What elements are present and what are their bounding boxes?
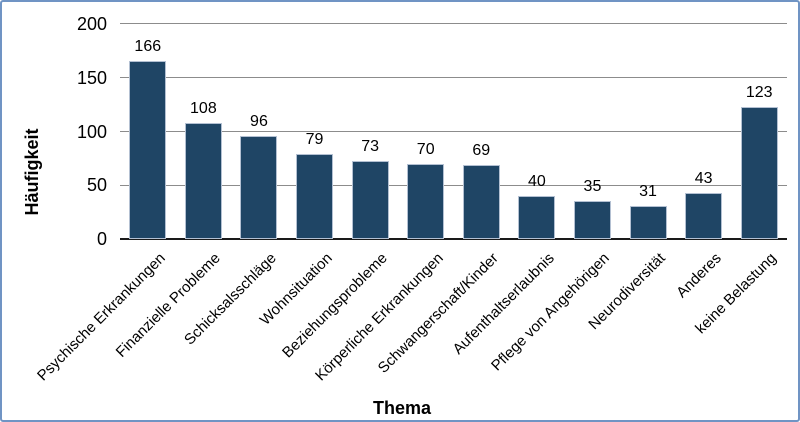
gridline (120, 184, 787, 186)
bar (573, 201, 611, 239)
bar-value-label: 69 (472, 141, 491, 159)
y-tick-label: 150 (76, 67, 107, 88)
bar-value-label: 108 (190, 99, 217, 117)
bar-value-label: 123 (745, 83, 773, 101)
y-tick-label: 50 (86, 175, 107, 196)
y-tick-label: 0 (96, 229, 107, 249)
bar-value-label: 35 (583, 178, 602, 196)
x-axis-line (120, 238, 787, 240)
bar (462, 164, 500, 239)
bar (685, 192, 723, 239)
bar-value-label: 43 (694, 169, 713, 187)
bar (407, 163, 445, 239)
bar (240, 135, 278, 239)
gridline (120, 130, 787, 132)
gridline (120, 77, 787, 78)
bar (629, 205, 667, 239)
bar (518, 196, 556, 239)
bar (129, 60, 167, 239)
bar-value-label: 96 (250, 112, 268, 130)
x-axis-title: Thema (372, 398, 432, 418)
bar-value-label: 70 (416, 140, 435, 158)
bar-value-label: 40 (527, 173, 546, 190)
bar (184, 122, 222, 239)
y-tick-label: 200 (76, 14, 107, 34)
bar (296, 154, 334, 239)
bar-value-label: 166 (134, 37, 162, 55)
bar (351, 160, 389, 239)
bar (740, 106, 778, 239)
gridline (120, 23, 787, 25)
y-tick-label: 100 (76, 121, 107, 142)
bar-value-label: 73 (361, 137, 380, 155)
bar-value-label: 31 (639, 182, 657, 200)
bar-value-label: 79 (305, 131, 324, 149)
